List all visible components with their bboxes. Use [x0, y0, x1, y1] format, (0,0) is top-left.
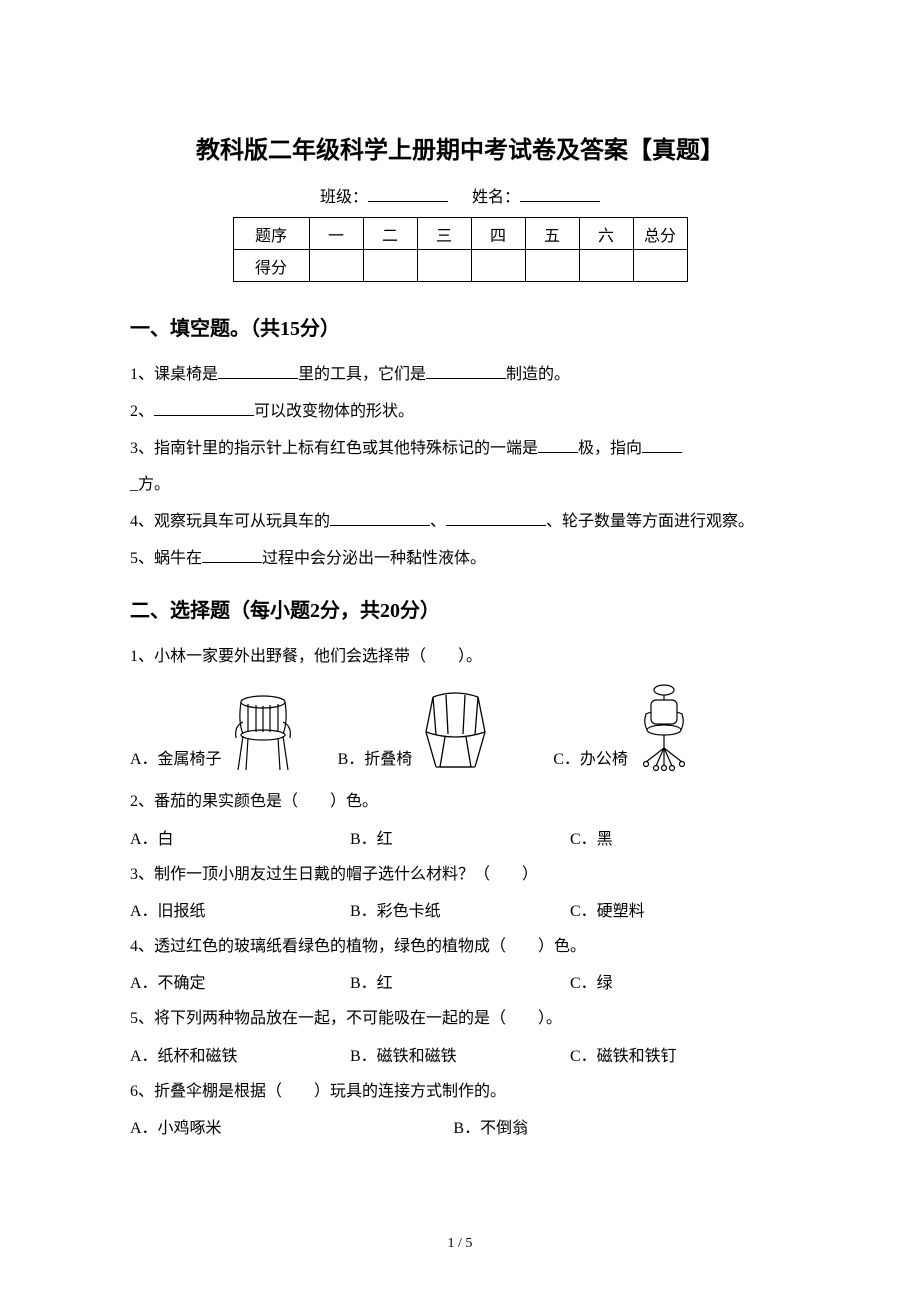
- s2-q4-options: A．不确定 B．红 C．绿: [130, 966, 790, 1001]
- name-row: 班级： 姓名：: [130, 183, 790, 207]
- text: 2、: [130, 403, 154, 420]
- s2-q2: 2、番茄的果实颜色是（ ）色。: [130, 784, 790, 819]
- text: 、轮子数量等方面进行观察。: [546, 513, 754, 530]
- class-blank: [368, 186, 448, 202]
- cell: 总分: [633, 218, 687, 250]
- text: 制造的。: [506, 366, 570, 383]
- cell: 得分: [233, 250, 309, 282]
- cell: [579, 250, 633, 282]
- opt-a: A．小鸡啄米: [130, 1111, 453, 1146]
- text: 1、课桌椅是: [130, 366, 218, 383]
- page-number: 1 / 5: [0, 1236, 920, 1252]
- cell: [417, 250, 471, 282]
- text: 里的工具，它们是: [298, 366, 426, 383]
- text: 4、观察玩具车可从玩具车的: [130, 513, 330, 530]
- opt-c-label: C．办公椅: [553, 747, 628, 773]
- opt-b: B．彩色卡纸: [350, 894, 570, 929]
- text: 极，指向: [578, 440, 642, 457]
- s2-q1-options: A．金属椅子 B．折叠椅: [130, 682, 790, 772]
- opt-c: C．硬塑料: [570, 894, 790, 929]
- name-label: 姓名：: [472, 189, 520, 206]
- opt-a: A．不确定: [130, 966, 350, 1001]
- section1-heading: 一、填空题。（共15分）: [130, 312, 790, 341]
- text: 过程中会分泌出一种黏性液体。: [262, 550, 486, 567]
- blank: [202, 547, 262, 563]
- blank: [218, 363, 298, 379]
- opt-a: A．纸杯和磁铁: [130, 1039, 350, 1074]
- cell: 五: [525, 218, 579, 250]
- s2-q3-options: A．旧报纸 B．彩色卡纸 C．硬塑料: [130, 894, 790, 929]
- blank: [538, 437, 578, 453]
- name-blank: [520, 186, 600, 202]
- opt-b-label: B．折叠椅: [338, 747, 413, 773]
- blank: [642, 437, 682, 453]
- cell: 四: [471, 218, 525, 250]
- score-table: 题序 一 二 三 四 五 六 总分 得分: [233, 217, 688, 282]
- cell: 六: [579, 218, 633, 250]
- text: 3、指南针里的指示针上标有红色或其他特殊标记的一端是: [130, 440, 538, 457]
- text: 、: [430, 513, 446, 530]
- cell: [471, 250, 525, 282]
- folding-chair-icon: [418, 687, 493, 772]
- s2-q6: 6、折叠伞棚是根据（ ）玩具的连接方式制作的。: [130, 1074, 790, 1109]
- opt-b: B．磁铁和磁铁: [350, 1039, 570, 1074]
- office-chair-icon: [634, 682, 694, 772]
- text: 5、蜗牛在: [130, 550, 202, 567]
- opt-c: C．黑: [570, 822, 790, 857]
- opt-c: C．绿: [570, 966, 790, 1001]
- s1-q2: 2、 可以改变物体的形状。: [130, 394, 790, 429]
- blank: [426, 363, 506, 379]
- opt-b: B．红: [350, 822, 570, 857]
- exam-title: 教科版二年级科学上册期中考试卷及答案【真题】: [130, 130, 790, 165]
- cell: [525, 250, 579, 282]
- class-label: 班级：: [320, 189, 368, 206]
- s1-q3: 3、指南针里的指示针上标有红色或其他特殊标记的一端是 极，指向 _方。: [130, 431, 790, 501]
- section2-heading: 二、选择题（每小题2分，共20分）: [130, 594, 790, 623]
- blank: [330, 510, 430, 526]
- table-row: 得分: [233, 250, 687, 282]
- text: 可以改变物体的形状。: [254, 403, 414, 420]
- cell: 题序: [233, 218, 309, 250]
- blank: [154, 400, 254, 416]
- s1-q4: 4、观察玩具车可从玩具车的 、 、轮子数量等方面进行观察。: [130, 504, 790, 539]
- s2-q3: 3、制作一顶小朋友过生日戴的帽子选什么材料？（ ）: [130, 857, 790, 892]
- s2-q6-options: A．小鸡啄米 B．不倒翁: [130, 1111, 790, 1146]
- opt-b: B．不倒翁: [453, 1111, 790, 1146]
- s2-q4: 4、透过红色的玻璃纸看绿色的植物，绿色的植物成（ ）色。: [130, 929, 790, 964]
- cell: 三: [417, 218, 471, 250]
- cell: [309, 250, 363, 282]
- text: _方。: [130, 476, 170, 493]
- cell: 一: [309, 218, 363, 250]
- cell: [633, 250, 687, 282]
- s2-q1: 1、小林一家要外出野餐，他们会选择带（ ）。: [130, 639, 790, 674]
- blank: [446, 510, 546, 526]
- metal-chair-icon: [228, 692, 298, 772]
- opt-b: B．红: [350, 966, 570, 1001]
- table-row: 题序 一 二 三 四 五 六 总分: [233, 218, 687, 250]
- opt-c: C．磁铁和铁钉: [570, 1039, 790, 1074]
- s2-q5: 5、将下列两种物品放在一起，不可能吸在一起的是（ ）。: [130, 1001, 790, 1036]
- s1-q5: 5、蜗牛在 过程中会分泌出一种黏性液体。: [130, 541, 790, 576]
- cell: 二: [363, 218, 417, 250]
- s2-q2-options: A．白 B．红 C．黑: [130, 822, 790, 857]
- opt-a: A．旧报纸: [130, 894, 350, 929]
- s2-q5-options: A．纸杯和磁铁 B．磁铁和磁铁 C．磁铁和铁钉: [130, 1039, 790, 1074]
- opt-a: A．白: [130, 822, 350, 857]
- opt-a-label: A．金属椅子: [130, 747, 222, 773]
- cell: [363, 250, 417, 282]
- s1-q1: 1、课桌椅是 里的工具，它们是 制造的。: [130, 357, 790, 392]
